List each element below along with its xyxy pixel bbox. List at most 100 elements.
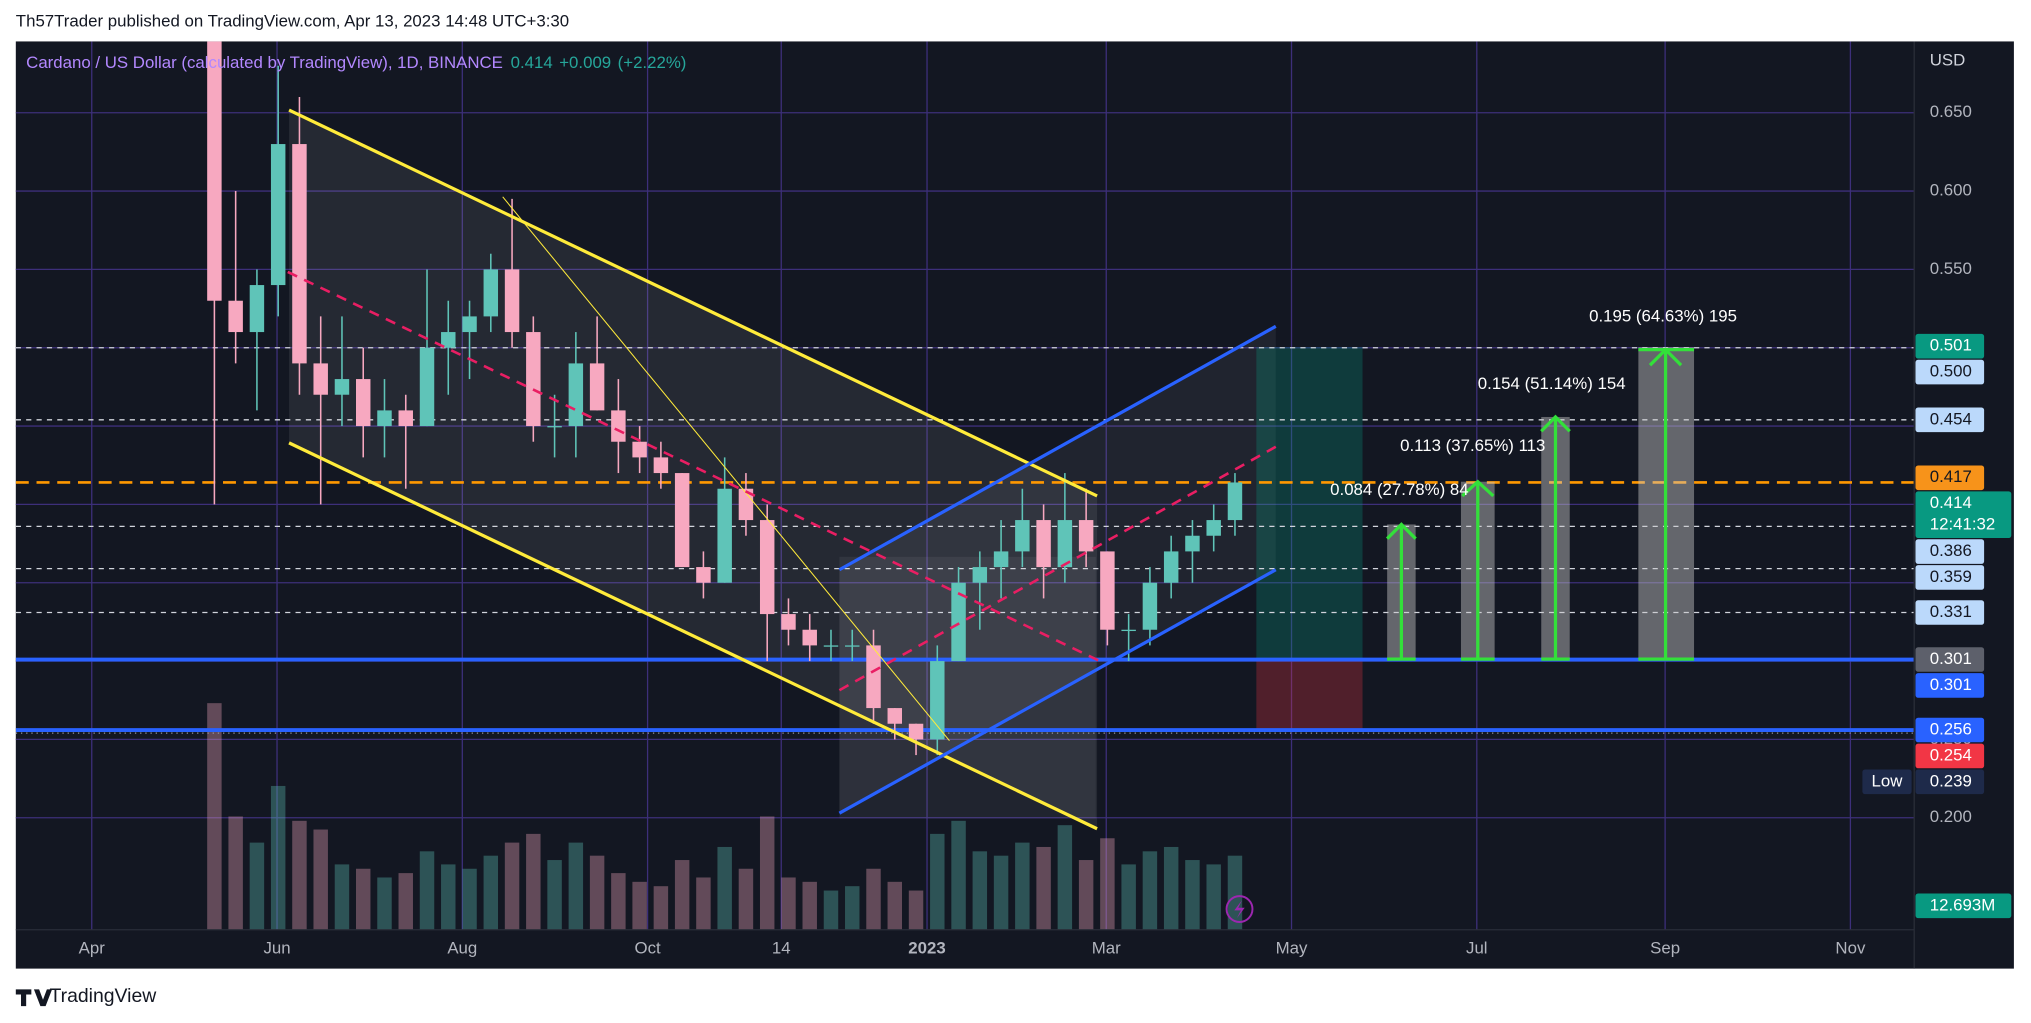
price-label: 0.454 <box>1930 409 1972 428</box>
annotation: 0.195 (64.63%) 195 <box>1589 307 1737 326</box>
volume-bar <box>526 833 541 930</box>
candle-body <box>717 488 732 583</box>
price-label-box <box>1915 407 1985 433</box>
volume-bar <box>547 860 562 930</box>
annotation: 0.084 (27.78%) 84 <box>1330 480 1468 499</box>
candle-body <box>759 520 775 615</box>
price-label: 0.254 <box>1930 745 1972 764</box>
trend-lines <box>287 108 1695 831</box>
candle-body <box>483 269 499 317</box>
volume-bar <box>1206 864 1221 930</box>
price-change: +0.009 <box>559 53 611 72</box>
x-tick-label: Aug <box>447 939 477 958</box>
alert-icon-bolt <box>1234 899 1245 919</box>
arrow <box>1638 347 1695 661</box>
trend-line <box>288 441 1098 831</box>
price-label-box <box>1915 333 1985 359</box>
candle-body <box>674 473 690 568</box>
candle-body <box>1227 482 1243 521</box>
volume-label-box <box>1915 893 2012 919</box>
candle-body <box>887 708 903 724</box>
candle-body <box>568 363 584 427</box>
candle-body <box>696 567 711 583</box>
arrow <box>1540 414 1571 661</box>
candle-body <box>1100 551 1115 630</box>
channel-fill <box>839 326 1276 814</box>
price-label-box <box>1915 491 2012 538</box>
price-change-percent: (+2.22%) <box>618 53 687 72</box>
x-tick-label: Oct <box>634 939 661 958</box>
arrow <box>1386 522 1417 661</box>
price-label: 0.256 <box>1930 719 1972 738</box>
price-label-box <box>1915 743 1985 769</box>
brand-logo <box>15 989 53 1007</box>
y-tick-label: 0.600 <box>1930 181 1972 200</box>
volume-bar <box>419 851 435 930</box>
x-tick-label: Apr <box>79 939 106 958</box>
candle-body <box>462 316 477 333</box>
candle-body <box>866 645 881 709</box>
arrows <box>1386 347 1695 661</box>
candle-body <box>908 723 924 740</box>
candle-body <box>1036 520 1051 568</box>
volume-bar <box>377 877 392 930</box>
candle-body <box>930 661 945 740</box>
candle-body <box>292 144 307 364</box>
candle-body <box>993 551 1009 568</box>
price-label-tag: Low <box>1872 771 1904 790</box>
volume-bar <box>270 785 286 930</box>
volume-bar <box>462 868 477 930</box>
header-text: Th57Trader published on TradingView.com,… <box>16 11 569 30</box>
x-tick-label: Sep <box>1650 939 1680 958</box>
candle-body <box>419 347 435 427</box>
candle-body <box>845 645 860 647</box>
brand-name: TradingView <box>49 985 157 1007</box>
x-tick-label: Jun <box>263 939 290 958</box>
volume-bar <box>866 868 881 930</box>
trend-line <box>838 324 1277 572</box>
price-label: 0.386 <box>1930 541 1972 560</box>
last-price: 0.414 <box>511 53 553 72</box>
x-tick-label: May <box>1276 939 1308 958</box>
arrow <box>1460 479 1495 661</box>
price-label-box <box>1915 717 1985 743</box>
volume-bar <box>589 855 605 930</box>
price-label-box <box>1915 673 1985 698</box>
volume-bar <box>313 829 328 930</box>
volume-bar <box>249 842 265 930</box>
candle-body <box>377 410 392 427</box>
candle-body <box>632 441 647 458</box>
candle-body <box>611 410 626 442</box>
volume-bar <box>674 860 690 930</box>
candle-body <box>1078 520 1094 552</box>
x-tick-label: Jul <box>1466 939 1488 958</box>
price-label: 0.417 <box>1930 467 1972 486</box>
alert-icon[interactable] <box>1225 895 1254 923</box>
candle-body <box>1206 520 1221 536</box>
volume-bar <box>1100 838 1115 930</box>
axis-labels: 0.2000.2500.3000.3500.4000.4500.5000.550… <box>79 102 2012 958</box>
trend-line <box>288 108 1098 498</box>
volume-bar <box>207 703 222 930</box>
x-tick-label: Nov <box>1835 939 1866 958</box>
candle-body <box>526 332 541 427</box>
price-label-sub: 12:41:32 <box>1930 514 1996 533</box>
volume-bar <box>1142 851 1158 930</box>
volume <box>207 703 1243 930</box>
trend-line <box>287 270 1099 662</box>
x-tick-label: 2023 <box>908 939 945 958</box>
volume-bar <box>568 842 584 930</box>
annotation: 0.154 (51.14%) 154 <box>1478 374 1626 393</box>
candle-body <box>1015 520 1030 552</box>
price-label-box <box>1915 539 1985 564</box>
volume-bar <box>355 868 371 930</box>
price-label: 0.500 <box>1930 362 1972 381</box>
volume-bar <box>653 886 669 930</box>
candle-body <box>398 410 413 427</box>
y-tick-label: 0.200 <box>1930 807 1972 826</box>
price-label-box <box>1915 359 1985 385</box>
volume-bar <box>887 881 903 930</box>
target-zone <box>1256 347 1363 660</box>
